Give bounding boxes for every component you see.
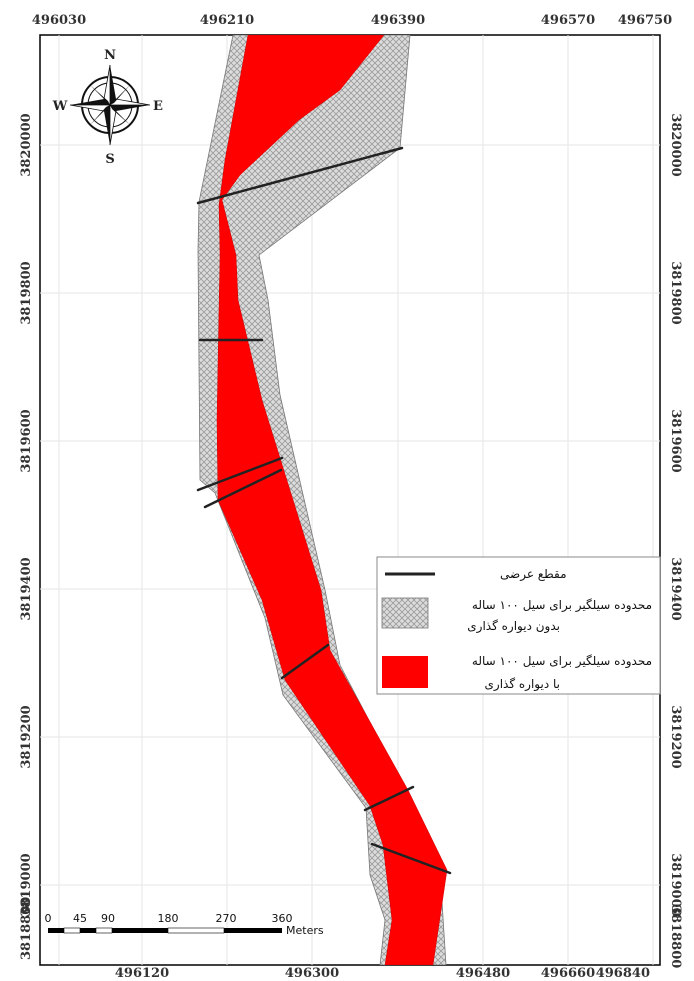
bottom-x-tick: 496120 xyxy=(115,966,169,981)
right-y-tick: 3819400 xyxy=(668,557,683,620)
left-y-tick: 3819400 xyxy=(19,557,34,620)
bottom-x-tick: 496840 xyxy=(596,966,650,981)
right-y-tick: 3819800 xyxy=(668,261,683,324)
compass-south-label: S xyxy=(105,152,114,167)
left-y-tick: 3818800 xyxy=(19,897,34,960)
bottom-x-axis: 496120 496300 496480 496660 496840 xyxy=(115,966,650,981)
legend-with-wall-label-1: محدوده سیلگیر برای سیل ۱۰۰ ساله xyxy=(472,654,652,669)
top-x-tick: 496030 xyxy=(32,13,86,28)
cross-section-7 xyxy=(370,842,452,875)
scale-label-180: 180 xyxy=(158,912,179,925)
right-y-tick: 3818800 xyxy=(668,905,683,968)
cross-section-4 xyxy=(203,468,283,509)
compass-north-label: N xyxy=(104,48,116,63)
legend-without-wall-label-2: بدون دیواره گذاری xyxy=(467,619,560,634)
scale-label-45: 45 xyxy=(73,912,87,925)
cross-section-6 xyxy=(363,785,415,812)
cross-section-5 xyxy=(280,643,330,680)
legend-with-wall-swatch xyxy=(382,656,428,688)
flood-zone-with-wall xyxy=(216,35,448,965)
top-x-tick: 496390 xyxy=(371,13,425,28)
compass-west-label: W xyxy=(52,99,68,114)
left-y-tick: 3819600 xyxy=(19,409,34,472)
right-y-axis: 3820000 3819800 3819600 3819400 3819200 … xyxy=(668,113,683,968)
right-y-tick: 3819000 xyxy=(668,853,683,916)
scale-label-90: 90 xyxy=(101,912,115,925)
grid xyxy=(40,35,660,965)
top-x-tick: 496210 xyxy=(200,13,254,28)
top-x-axis: 496030 496210 496390 496570 496750 xyxy=(32,13,672,28)
right-y-tick: 3820000 xyxy=(668,113,683,176)
legend-without-wall-label-1: محدوده سیلگیر برای سیل ۱۰۰ ساله xyxy=(472,598,652,613)
legend-without-wall-swatch xyxy=(381,597,429,629)
left-y-tick: 3819000 xyxy=(19,853,34,916)
legend-cross-section-label: مقطع عرضی xyxy=(500,567,567,582)
scale-bar: 0 45 90 180 270 360 Meters xyxy=(45,912,324,937)
scale-unit: Meters xyxy=(286,924,324,937)
bottom-x-tick: 496300 xyxy=(285,966,339,981)
left-y-tick: 3819200 xyxy=(19,705,34,768)
right-y-tick: 3819600 xyxy=(668,409,683,472)
cross-section-lines xyxy=(196,146,452,875)
cross-section-1 xyxy=(196,146,404,205)
bottom-x-tick: 496660 xyxy=(541,966,595,981)
cross-section-3 xyxy=(196,456,284,492)
legend-with-wall-label-2: با دیواره گذاری xyxy=(485,677,560,692)
left-y-tick: 3819800 xyxy=(19,261,34,324)
right-y-tick: 3819200 xyxy=(668,705,683,768)
compass-rose: N S E W xyxy=(52,48,163,167)
left-y-axis: 3820000 3819800 3819600 3819400 3819200 … xyxy=(19,113,34,960)
left-y-tick: 3820000 xyxy=(19,113,34,176)
top-x-tick: 496570 xyxy=(541,13,595,28)
legend: مقطع عرضی محدوده سیلگیر برای سیل ۱۰۰ سال… xyxy=(376,556,661,695)
top-x-tick: 496750 xyxy=(618,13,672,28)
scale-label-270: 270 xyxy=(216,912,237,925)
bottom-x-tick: 496480 xyxy=(456,966,510,981)
compass-east-label: E xyxy=(153,99,163,114)
scale-label-0: 0 xyxy=(45,912,52,925)
map-frame xyxy=(39,34,661,966)
scale-label-360: 360 xyxy=(272,912,293,925)
